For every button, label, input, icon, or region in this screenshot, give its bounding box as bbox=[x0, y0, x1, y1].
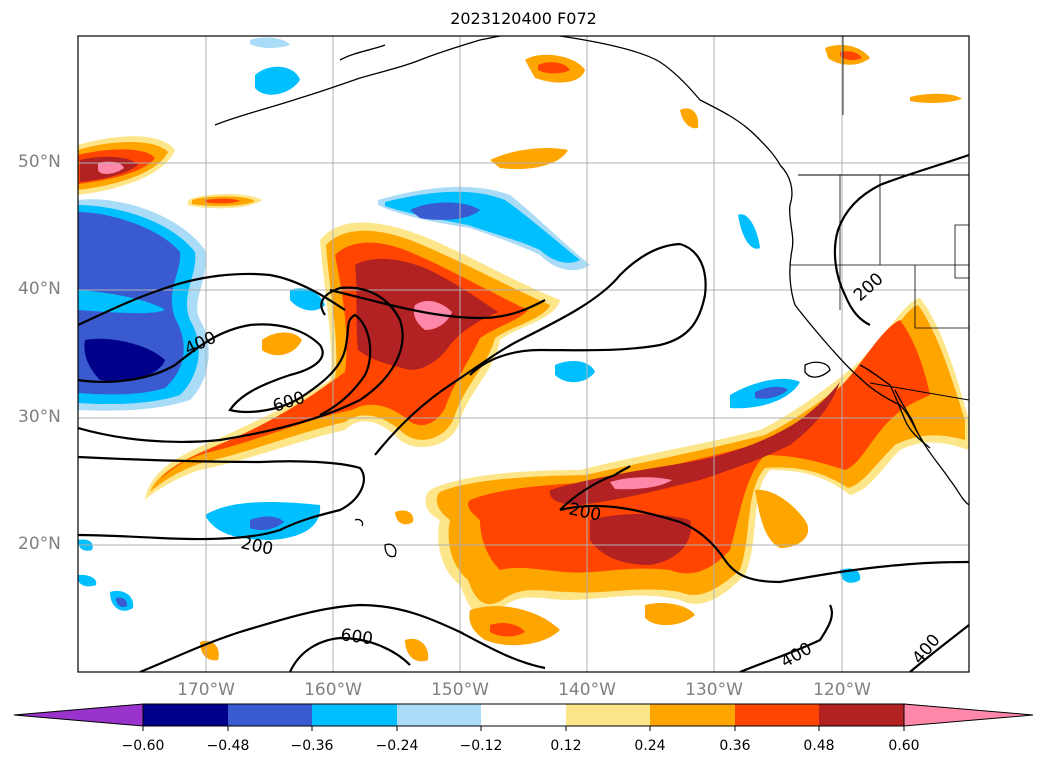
colorbar-segment bbox=[481, 704, 566, 726]
lat-label: 40°N bbox=[18, 279, 61, 299]
colorbar-extend-left bbox=[13, 703, 144, 727]
colorbar bbox=[13, 703, 1034, 731]
map-area: 600 400 200 600 200 400 200 600 400 400 bbox=[78, 36, 969, 672]
coastlines bbox=[214, 36, 969, 558]
colorbar-tick-label: 0.48 bbox=[803, 738, 835, 754]
colorbar-segment bbox=[397, 704, 481, 726]
colorbar-tick-label: 0.36 bbox=[719, 738, 751, 754]
colorbar-segment bbox=[312, 704, 397, 726]
colorbar-segment bbox=[735, 704, 819, 726]
graticule bbox=[78, 36, 969, 672]
colorbar-tick-label: −0.48 bbox=[206, 738, 250, 754]
lon-label: 170°W bbox=[177, 680, 235, 700]
lon-label: 130°W bbox=[685, 680, 743, 700]
map-title: 2023120400 F072 bbox=[450, 9, 597, 28]
lon-label: 140°W bbox=[558, 680, 616, 700]
colorbar-tick-label: 0.60 bbox=[888, 738, 920, 754]
contour-label: 600 bbox=[339, 625, 374, 649]
colorbar-tick-label: 0.24 bbox=[634, 738, 666, 754]
colorbar-segment bbox=[819, 704, 904, 726]
colorbar-segment bbox=[650, 704, 735, 726]
colorbar-tick-label: 0.12 bbox=[550, 738, 582, 754]
colorbar-segment bbox=[143, 704, 228, 726]
lon-label: 150°W bbox=[431, 680, 489, 700]
lon-label: 120°W bbox=[813, 680, 871, 700]
colorbar-tick-label: −0.24 bbox=[375, 738, 419, 754]
anomaly-shading bbox=[78, 37, 969, 662]
colorbar-tick-label: −0.60 bbox=[121, 738, 165, 754]
colorbar-tick-label: −0.36 bbox=[290, 738, 334, 754]
lat-label: 20°N bbox=[18, 534, 61, 554]
lat-label: 30°N bbox=[18, 407, 61, 427]
lat-label: 50°N bbox=[18, 152, 61, 172]
colorbar-segment bbox=[566, 704, 650, 726]
height-contours bbox=[78, 153, 969, 672]
colorbar-tick-label: −0.12 bbox=[459, 738, 503, 754]
map-frame bbox=[77, 35, 970, 673]
colorbar-segment bbox=[228, 704, 312, 726]
lon-label: 160°W bbox=[304, 680, 362, 700]
colorbar-extend-right bbox=[903, 703, 1034, 727]
